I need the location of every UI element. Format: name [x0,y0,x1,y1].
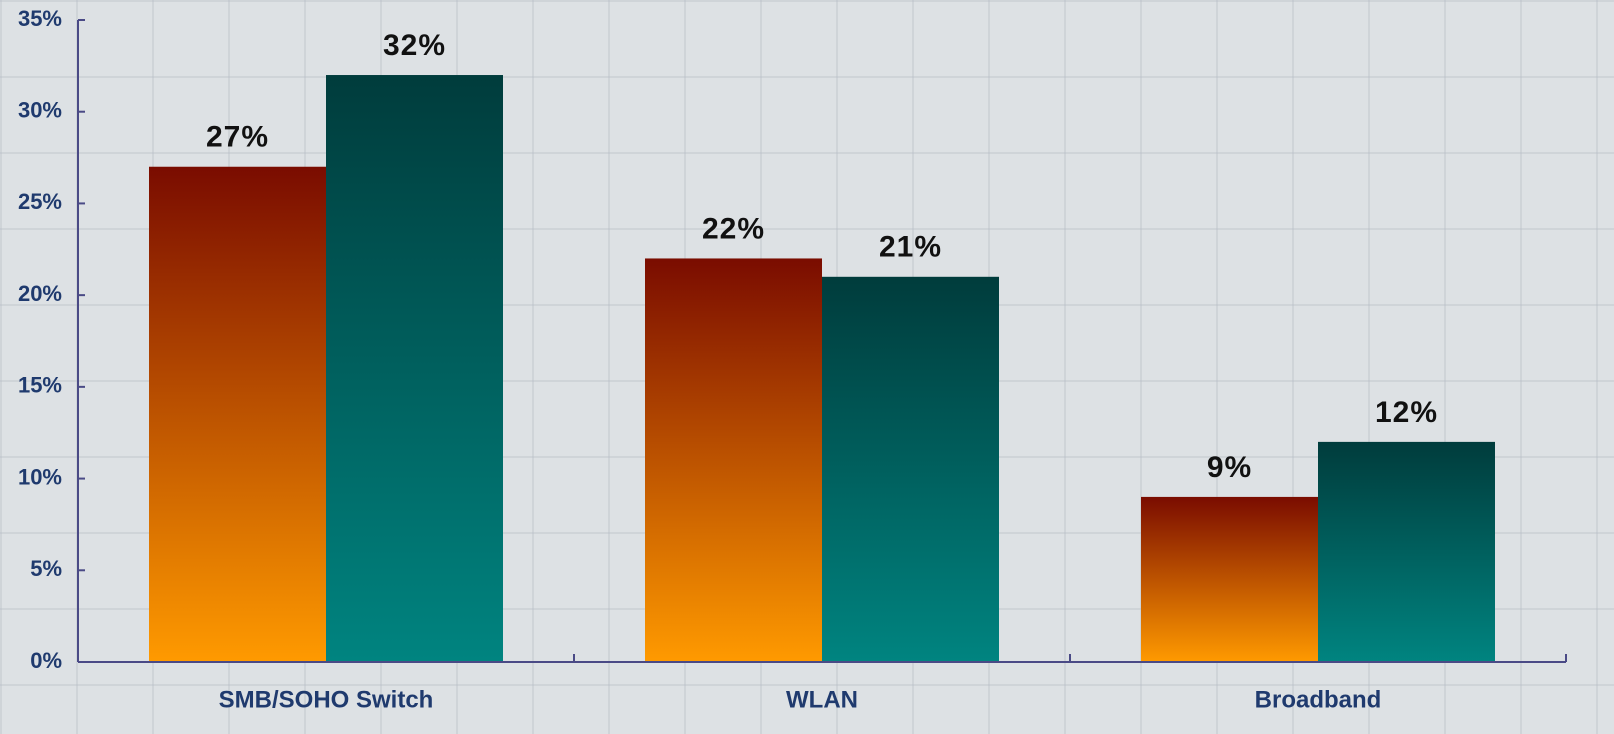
bar [645,258,822,662]
x-tick-label: WLAN [786,686,858,713]
bar [822,276,999,662]
value-label: 9% [1207,451,1252,484]
y-tick-label: 20% [18,281,62,306]
y-tick-label: 15% [18,373,62,398]
y-tick-label: 30% [18,98,62,123]
value-label: 32% [383,29,446,62]
bar [326,75,503,663]
value-label: 21% [879,231,942,264]
y-tick-label: 5% [30,556,62,581]
y-tick-label: 25% [18,189,62,214]
bar [149,166,326,662]
value-label: 22% [702,212,765,245]
value-label: 27% [206,121,269,154]
x-tick-label: SMB/SOHO Switch [219,686,434,713]
x-tick-label: Broadband [1255,686,1382,713]
bar [1141,496,1318,662]
y-tick-label: 10% [18,464,62,489]
y-tick-label: 0% [30,648,62,673]
y-tick-label: 35% [18,6,62,31]
bar [1318,441,1495,662]
value-label: 12% [1375,396,1438,429]
